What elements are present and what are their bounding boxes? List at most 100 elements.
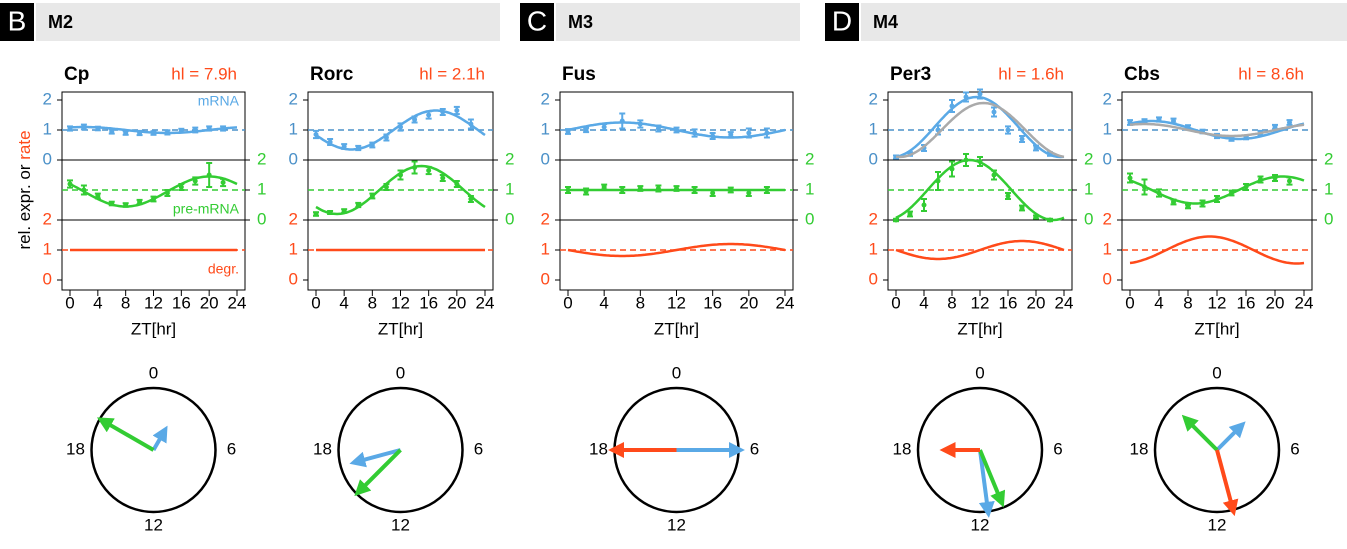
clock-label: 0: [1212, 363, 1221, 382]
y-tick-label: 1: [541, 119, 550, 138]
data-point: [412, 165, 418, 170]
data-point: [746, 130, 752, 136]
x-tick-label: 12: [667, 293, 686, 312]
y-tick-label: 0: [1084, 209, 1093, 228]
data-point: [1142, 184, 1147, 190]
clock-label: 0: [975, 363, 984, 382]
fit-curve: [895, 239, 1065, 261]
data-point: [468, 121, 474, 127]
fit-curve: [895, 101, 1065, 159]
x-tick-label: 0: [65, 293, 74, 312]
clock-label: 12: [667, 515, 686, 534]
data-point: [655, 186, 661, 191]
data-point: [1033, 214, 1039, 220]
clock-label: 0: [672, 363, 681, 382]
data-point: [710, 190, 716, 196]
y-tick-label: 1: [257, 179, 266, 198]
clock-label: 12: [971, 515, 990, 534]
data-point: [991, 172, 997, 178]
y-tick-label: 1: [505, 179, 514, 198]
data-point: [383, 135, 389, 140]
x-axis-label: ZT[hr]: [131, 319, 176, 338]
y-tick-label: 0: [1103, 149, 1112, 168]
data-point: [137, 130, 143, 136]
y-tick-label: 1: [805, 179, 814, 198]
fit-curve: [1129, 122, 1305, 138]
panel-header-bar: [556, 3, 800, 41]
data-point: [398, 172, 403, 178]
clock-label: 12: [144, 515, 163, 534]
data-point: [440, 109, 446, 115]
x-tick-label: 8: [636, 293, 645, 312]
y-tick-label: 2: [1103, 209, 1112, 228]
y-axis-title: rel. expr. or rate: [15, 130, 34, 249]
data-point: [1258, 177, 1263, 182]
y-tick-label: 0: [289, 269, 298, 288]
data-point: [1033, 145, 1039, 151]
data-point: [1005, 193, 1011, 199]
y-tick-label: 0: [541, 269, 550, 288]
data-point: [178, 184, 184, 190]
data-point: [178, 128, 184, 134]
data-point: [1185, 204, 1191, 209]
y-tick-label: 2: [869, 89, 878, 108]
y-tick-label: 2: [289, 89, 298, 108]
data-point: [728, 132, 734, 137]
data-point: [1272, 124, 1278, 130]
data-point: [426, 112, 432, 118]
panel-letter-box: [0, 3, 34, 41]
panel-letter-box: [520, 3, 554, 41]
data-point: [935, 178, 941, 184]
data-point: [1047, 217, 1053, 223]
x-tick-label: 20: [739, 293, 758, 312]
y-tick-label: 2: [43, 209, 52, 228]
data-point: [637, 186, 643, 191]
panel-letter: C: [527, 5, 547, 36]
clock-label: 6: [750, 439, 759, 458]
phase-arrow: [349, 448, 402, 468]
data-point: [355, 145, 361, 151]
x-tick-label: 8: [947, 293, 956, 312]
data-point: [1200, 201, 1205, 206]
y-tick-label: 0: [43, 269, 52, 288]
gene-title: Cp: [64, 64, 89, 85]
x-tick-label: 0: [563, 293, 572, 312]
clock-label: 12: [391, 515, 410, 534]
x-tick-label: 8: [121, 293, 130, 312]
clock-face: [1153, 386, 1281, 514]
gene-title: Rorc: [310, 64, 354, 85]
data-point: [426, 168, 432, 173]
data-point: [454, 181, 460, 187]
data-point: [710, 133, 716, 139]
x-tick-label: 8: [368, 293, 377, 312]
x-tick-label: 12: [1208, 293, 1227, 312]
clock-label: 12: [1208, 515, 1227, 534]
clock-label: 18: [66, 439, 85, 458]
y-tick-label: 0: [1324, 209, 1333, 228]
clock-label: 18: [313, 439, 332, 458]
x-tick-label: 24: [1295, 293, 1314, 312]
data-point: [220, 126, 226, 131]
x-tick-label: 16: [703, 293, 722, 312]
y-tick-label: 1: [43, 119, 52, 138]
data-point: [327, 210, 333, 215]
data-point: [674, 127, 679, 133]
x-tick-label: 12: [971, 293, 990, 312]
data-point: [81, 124, 87, 130]
data-point: [109, 201, 115, 206]
data-point: [949, 103, 955, 109]
x-tick-label: 4: [339, 293, 348, 312]
data-point: [1019, 136, 1025, 142]
track-label: degr.: [208, 261, 239, 277]
data-point: [637, 121, 643, 127]
data-point: [123, 130, 129, 136]
y-tick-label: 0: [43, 149, 52, 168]
fit-curve: [567, 242, 786, 258]
x-tick-label: 20: [1027, 293, 1046, 312]
panel-header-bar: [861, 3, 1347, 41]
y-tick-label: 0: [805, 209, 814, 228]
data-point: [764, 187, 770, 193]
data-point: [601, 184, 607, 190]
x-tick-label: 16: [1237, 293, 1256, 312]
